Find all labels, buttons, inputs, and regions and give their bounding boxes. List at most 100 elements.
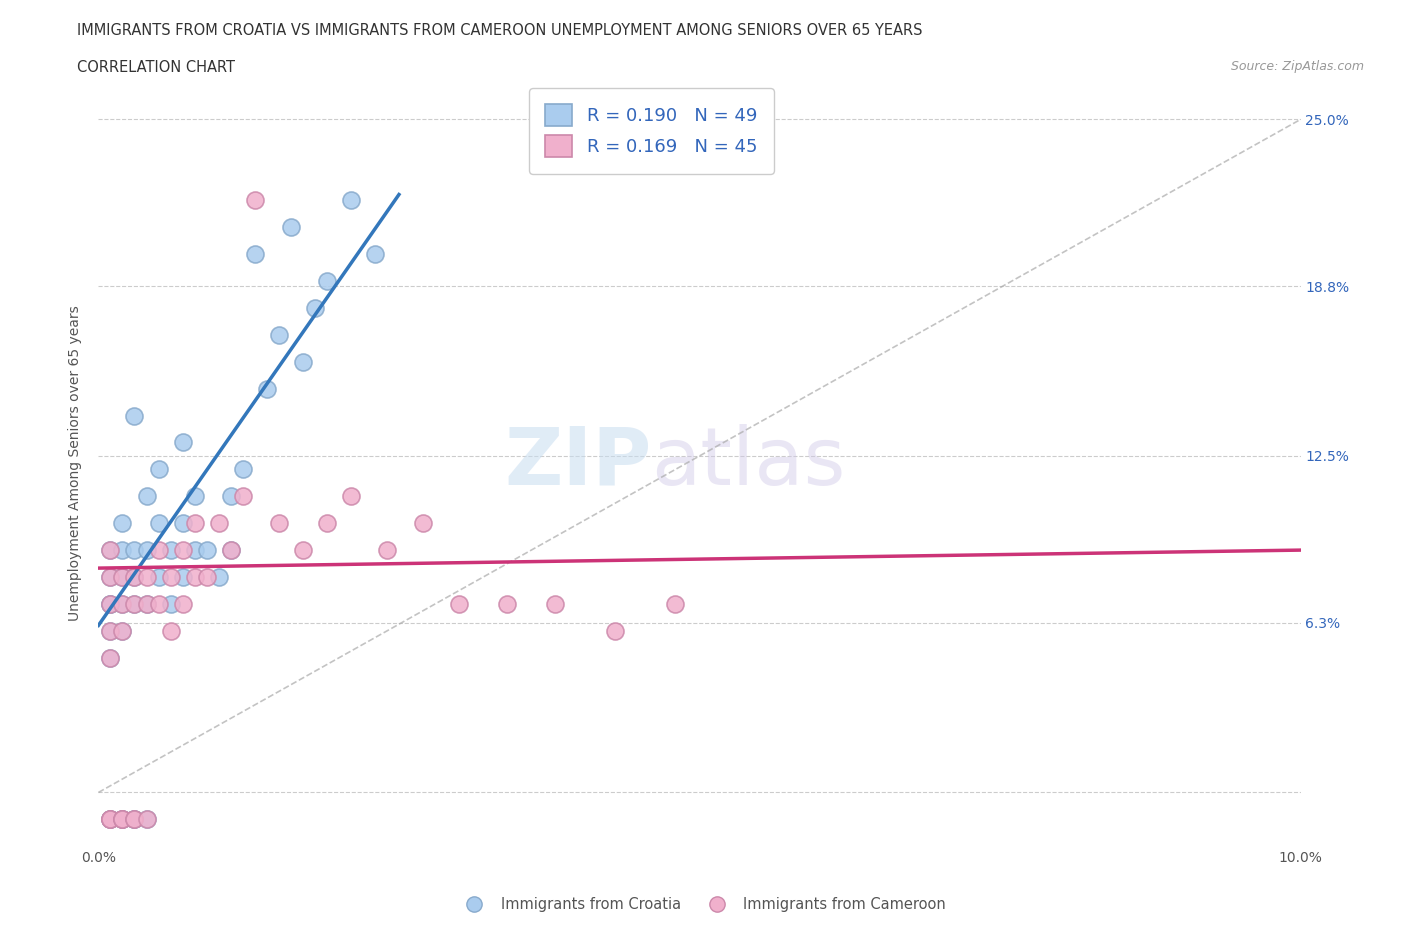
Text: CORRELATION CHART: CORRELATION CHART (77, 60, 235, 75)
Text: ZIP: ZIP (505, 424, 651, 501)
Point (159, 623, 181, 638)
Point (340, 193, 363, 207)
Point (124, 812, 146, 827)
Point (124, 596, 146, 611)
Point (544, 596, 567, 611)
Point (412, 516, 434, 531)
Point (280, 219, 302, 234)
Point (100, 570, 122, 585)
Point (100, 650, 122, 665)
Point (267, 327, 290, 342)
Point (135, 489, 157, 504)
Point (664, 596, 686, 611)
Point (135, 596, 157, 611)
Text: atlas: atlas (651, 424, 846, 501)
Legend: R = 0.190   N = 49, R = 0.169   N = 45: R = 0.190 N = 49, R = 0.169 N = 45 (529, 88, 773, 174)
Point (172, 543, 194, 558)
Point (111, 623, 134, 638)
Point (100, 543, 122, 558)
Point (605, 623, 627, 638)
Point (291, 543, 314, 558)
Point (111, 812, 134, 827)
Point (100, 596, 122, 611)
Point (291, 354, 314, 369)
Point (100, 812, 122, 827)
Point (315, 516, 337, 531)
Text: Source: ZipAtlas.com: Source: ZipAtlas.com (1230, 60, 1364, 73)
Point (100, 812, 122, 827)
Point (219, 543, 242, 558)
Point (100, 650, 122, 665)
Point (100, 623, 122, 638)
Point (100, 596, 122, 611)
Point (364, 246, 387, 261)
Point (111, 516, 134, 531)
Point (243, 193, 266, 207)
Point (148, 543, 170, 558)
Point (256, 381, 278, 396)
Point (148, 516, 170, 531)
Point (195, 570, 218, 585)
Point (159, 596, 181, 611)
Text: IMMIGRANTS FROM CROATIA VS IMMIGRANTS FROM CAMEROON UNEMPLOYMENT AMONG SENIORS O: IMMIGRANTS FROM CROATIA VS IMMIGRANTS FR… (77, 23, 922, 38)
Point (100, 596, 122, 611)
Point (111, 596, 134, 611)
Point (183, 489, 205, 504)
Point (135, 812, 157, 827)
Point (100, 623, 122, 638)
Point (124, 596, 146, 611)
Point (124, 543, 146, 558)
Point (135, 543, 157, 558)
Point (183, 570, 205, 585)
Point (183, 516, 205, 531)
Point (111, 570, 134, 585)
Point (304, 300, 326, 315)
Point (111, 596, 134, 611)
Point (124, 812, 146, 827)
Point (232, 489, 254, 504)
Point (111, 812, 134, 827)
Point (135, 570, 157, 585)
Point (100, 543, 122, 558)
Point (148, 462, 170, 477)
Point (148, 570, 170, 585)
Point (159, 570, 181, 585)
Point (219, 543, 242, 558)
Point (496, 596, 519, 611)
Point (100, 812, 122, 827)
Point (148, 596, 170, 611)
Point (195, 543, 218, 558)
Point (111, 543, 134, 558)
Point (100, 812, 122, 827)
Point (315, 273, 337, 288)
Point (135, 812, 157, 827)
Point (172, 570, 194, 585)
Point (375, 543, 398, 558)
Point (159, 543, 181, 558)
Point (172, 435, 194, 450)
Legend: Immigrants from Croatia, Immigrants from Cameroon: Immigrants from Croatia, Immigrants from… (454, 891, 952, 918)
Point (111, 570, 134, 585)
Point (267, 516, 290, 531)
Point (172, 596, 194, 611)
Point (172, 516, 194, 531)
Point (232, 462, 254, 477)
Point (340, 489, 363, 504)
Point (124, 812, 146, 827)
Point (219, 489, 242, 504)
Point (100, 570, 122, 585)
Point (124, 812, 146, 827)
Point (100, 812, 122, 827)
Point (111, 623, 134, 638)
Point (124, 570, 146, 585)
Point (243, 246, 266, 261)
Y-axis label: Unemployment Among Seniors over 65 years: Unemployment Among Seniors over 65 years (69, 305, 83, 620)
Point (208, 570, 231, 585)
Point (447, 596, 470, 611)
Point (124, 570, 146, 585)
Point (183, 543, 205, 558)
Point (111, 812, 134, 827)
Point (135, 596, 157, 611)
Point (124, 408, 146, 423)
Point (208, 516, 231, 531)
